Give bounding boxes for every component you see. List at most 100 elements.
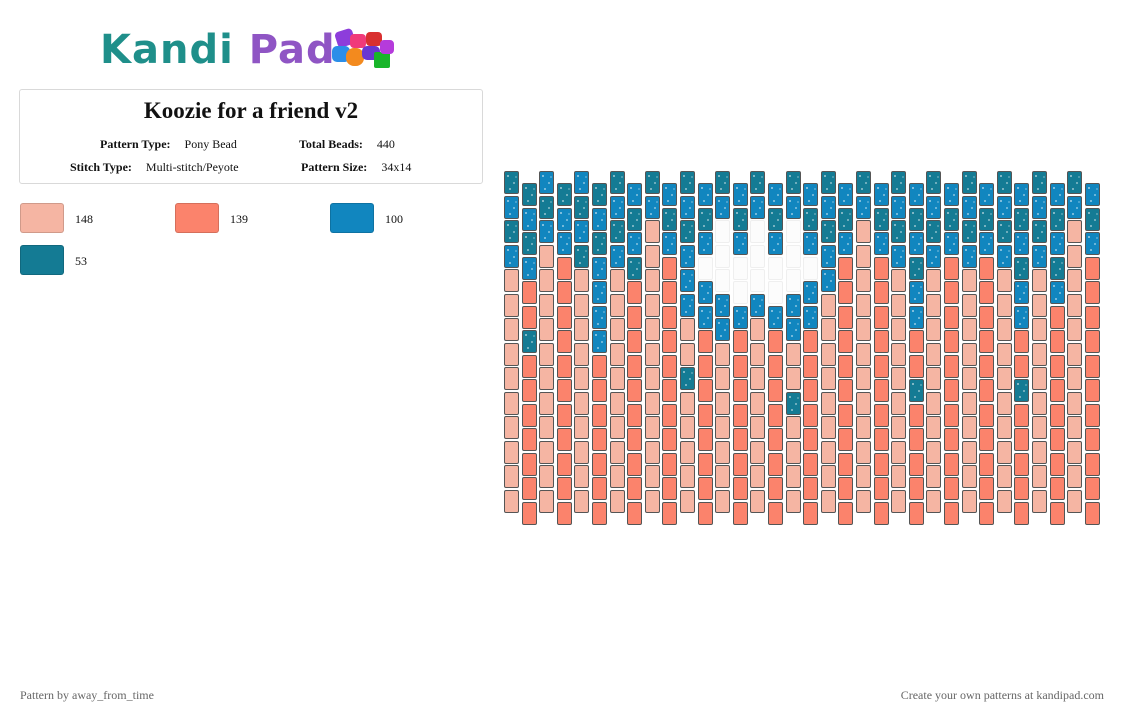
bead[interactable] xyxy=(1084,183,1100,207)
bead[interactable] xyxy=(504,269,519,292)
bead[interactable] xyxy=(1084,305,1100,329)
bead[interactable] xyxy=(680,367,695,390)
bead[interactable] xyxy=(1049,256,1065,280)
empty-bead-slot[interactable] xyxy=(785,244,801,268)
bead[interactable] xyxy=(1049,305,1065,329)
bead[interactable] xyxy=(680,416,695,439)
bead[interactable] xyxy=(750,416,766,439)
bead[interactable] xyxy=(961,367,977,390)
bead[interactable] xyxy=(1049,183,1065,207)
bead[interactable] xyxy=(574,440,590,464)
bead[interactable] xyxy=(539,391,555,415)
bead[interactable] xyxy=(697,501,713,525)
bead[interactable] xyxy=(1049,428,1065,452)
bead[interactable] xyxy=(715,171,731,194)
bead[interactable] xyxy=(1067,391,1083,415)
bead[interactable] xyxy=(504,367,519,390)
bead[interactable] xyxy=(891,465,907,488)
bead[interactable] xyxy=(609,220,625,243)
bead[interactable] xyxy=(715,342,731,366)
bead[interactable] xyxy=(856,195,871,219)
bead[interactable] xyxy=(926,195,942,219)
bead[interactable] xyxy=(539,293,555,317)
bead[interactable] xyxy=(697,207,713,231)
bead[interactable] xyxy=(627,207,643,231)
bead[interactable] xyxy=(979,183,995,207)
bead[interactable] xyxy=(803,501,819,525)
bead[interactable] xyxy=(856,318,871,341)
bead[interactable] xyxy=(820,171,836,194)
bead[interactable] xyxy=(838,452,854,476)
bead[interactable] xyxy=(785,293,801,317)
bead[interactable] xyxy=(785,391,801,415)
bead[interactable] xyxy=(1067,342,1083,366)
bead[interactable] xyxy=(627,330,643,354)
empty-bead-slot[interactable] xyxy=(768,281,783,305)
bead[interactable] xyxy=(996,220,1012,243)
bead[interactable] xyxy=(504,220,519,243)
bead[interactable] xyxy=(873,403,889,427)
bead[interactable] xyxy=(644,269,660,292)
bead[interactable] xyxy=(785,489,801,513)
empty-bead-slot[interactable] xyxy=(750,269,766,292)
bead[interactable] xyxy=(504,391,519,415)
bead[interactable] xyxy=(961,195,977,219)
bead[interactable] xyxy=(1032,391,1047,415)
bead[interactable] xyxy=(768,501,783,525)
kandipad-link[interactable]: Create your own patterns at kandipad.com xyxy=(900,688,1104,702)
bead[interactable] xyxy=(856,244,871,268)
bead[interactable] xyxy=(979,256,995,280)
bead[interactable] xyxy=(680,318,695,341)
bead[interactable] xyxy=(1067,220,1083,243)
bead[interactable] xyxy=(1084,428,1100,452)
bead[interactable] xyxy=(1014,477,1030,501)
bead[interactable] xyxy=(996,171,1012,194)
bead[interactable] xyxy=(627,403,643,427)
bead[interactable] xyxy=(1014,501,1030,525)
bead[interactable] xyxy=(1014,183,1030,207)
bead[interactable] xyxy=(521,305,537,329)
bead[interactable] xyxy=(592,354,607,378)
bead[interactable] xyxy=(644,195,660,219)
bead[interactable] xyxy=(556,477,572,501)
bead[interactable] xyxy=(627,354,643,378)
bead[interactable] xyxy=(785,416,801,439)
bead[interactable] xyxy=(1014,281,1030,305)
bead[interactable] xyxy=(539,171,555,194)
bead[interactable] xyxy=(592,232,607,256)
bead[interactable] xyxy=(820,342,836,366)
bead[interactable] xyxy=(768,232,783,256)
bead[interactable] xyxy=(662,354,678,378)
bead[interactable] xyxy=(556,379,572,403)
bead[interactable] xyxy=(1084,256,1100,280)
bead[interactable] xyxy=(820,293,836,317)
empty-bead-slot[interactable] xyxy=(697,256,713,280)
bead[interactable] xyxy=(803,428,819,452)
bead[interactable] xyxy=(715,195,731,219)
bead[interactable] xyxy=(539,440,555,464)
bead[interactable] xyxy=(574,171,590,194)
bead[interactable] xyxy=(1014,452,1030,476)
empty-bead-slot[interactable] xyxy=(803,256,819,280)
bead[interactable] xyxy=(961,244,977,268)
bead[interactable] xyxy=(556,207,572,231)
bead[interactable] xyxy=(1014,305,1030,329)
bead[interactable] xyxy=(539,195,555,219)
bead[interactable] xyxy=(803,379,819,403)
bead[interactable] xyxy=(1032,342,1047,366)
bead[interactable] xyxy=(750,195,766,219)
bead[interactable] xyxy=(732,330,748,354)
empty-bead-slot[interactable] xyxy=(732,256,748,280)
bead[interactable] xyxy=(820,244,836,268)
bead[interactable] xyxy=(1032,220,1047,243)
bead[interactable] xyxy=(592,183,607,207)
bead[interactable] xyxy=(680,293,695,317)
bead[interactable] xyxy=(944,428,959,452)
bead[interactable] xyxy=(1049,403,1065,427)
bead[interactable] xyxy=(609,440,625,464)
bead[interactable] xyxy=(996,465,1012,488)
bead[interactable] xyxy=(609,269,625,292)
bead[interactable] xyxy=(715,465,731,488)
bead[interactable] xyxy=(521,354,537,378)
bead[interactable] xyxy=(1014,403,1030,427)
